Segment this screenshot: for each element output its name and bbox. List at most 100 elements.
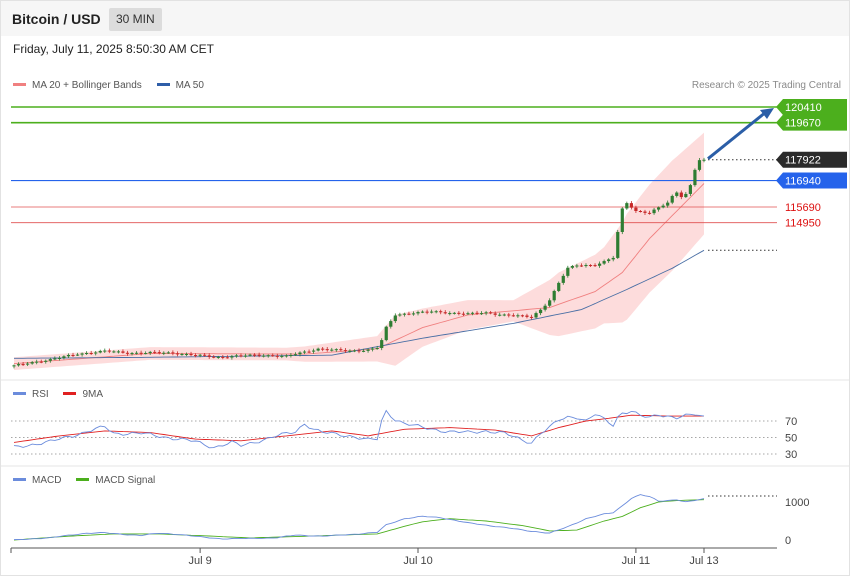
candle-body [193,355,198,357]
candle-body [171,352,175,354]
candle-body [420,311,425,313]
candle-body [98,350,102,353]
candle-body [679,192,683,198]
candle-body [21,364,25,366]
candle-body [16,364,21,366]
candle-body [529,316,534,318]
candle-body [175,353,180,355]
candle-body [647,212,652,214]
candle-body [252,354,257,356]
candle-body [511,315,515,317]
price-level-label: 115690 [785,202,821,214]
header-bar: Bitcoin / USD 30 MIN [1,1,849,36]
candle-body [80,353,84,355]
candle-body [112,351,116,353]
candle-body [557,282,561,291]
legend-item-ma50: MA 50 [156,80,204,91]
candle-body [461,313,466,315]
candle-body [230,356,234,358]
candle-body [302,351,307,353]
rsi-level-label: 70 [785,416,797,428]
candle-body [312,350,316,352]
timeframe-badge[interactable]: 30 MIN [109,8,162,31]
candle-body [66,354,71,357]
candle-body [425,311,429,313]
candle-body [502,314,506,316]
x-tick-label: Jul 10 [403,555,432,567]
candle-body [62,356,66,358]
candle-body [325,349,329,351]
credit-label: Research © 2025 Trading Central [691,80,841,91]
candle-body [243,355,248,357]
candle-body [125,352,130,354]
candle-body [207,355,211,357]
legend-label: 9MA [82,389,104,400]
candle-body [189,354,193,356]
candle-body [548,300,552,306]
candle-body [520,315,525,317]
candle-body [284,355,288,357]
candle-body [620,208,624,232]
candle-body [184,354,189,356]
chart-title: Bitcoin / USD [12,11,101,27]
candle-body [275,355,279,357]
candle-body [434,311,438,313]
price-legend: MA 20 + Bollinger Bands MA 50 [13,80,216,92]
candle-body [134,352,139,354]
candle-body [448,313,452,315]
price-label-box [776,114,847,131]
candle-body [225,357,229,359]
candle-body [39,361,43,363]
candle-body [525,315,529,317]
candle-body [661,205,665,208]
candle-body [466,313,470,315]
candle-body [625,203,629,209]
candle-body [675,192,679,196]
candle-body [203,354,207,356]
candle-body [452,312,456,314]
price-label-box [776,99,847,115]
candle-body [634,207,638,212]
legend-label: MACD [32,475,62,486]
candle-body [12,365,16,367]
legend-item-macd: MACD [13,475,61,486]
candle-body [516,315,520,317]
candle-body [361,350,366,352]
macd-panel: 1000 0 [13,494,809,547]
candle-body [221,356,225,358]
candle-body [393,315,397,322]
candle-body [602,261,606,264]
candle-body [375,348,379,350]
forecast-arrow [707,110,767,160]
candle-body [116,351,121,353]
candle-body [44,360,48,362]
candle-body [307,351,311,353]
rsi-panel: 70 50 30 [11,409,797,461]
candle-body [597,263,602,266]
candle-body [153,351,157,353]
candle-body [298,352,302,355]
candle-body [130,353,134,355]
candle-body [702,159,706,161]
candle-body [697,160,702,170]
candle-body [693,169,697,186]
candle-body [430,311,434,313]
rsi-line [13,409,705,449]
candle-body [35,361,39,363]
candle-body [629,203,633,208]
macd-line [13,494,705,541]
price-level-label: 117922 [785,155,821,167]
candle-body [48,359,52,361]
candle-body [684,193,688,198]
legend-item-ma20: MA 20 + Bollinger Bands [13,80,142,91]
candle-body [470,312,475,314]
candle-body [616,231,620,258]
candle-body [266,355,270,357]
candle-body [348,350,352,352]
candle-body [103,350,107,352]
candle-body [198,354,202,356]
candle-body [411,313,416,315]
datetime-label: Friday, July 11, 2025 8:50:30 AM CET [13,42,214,56]
candle-body [402,313,406,315]
